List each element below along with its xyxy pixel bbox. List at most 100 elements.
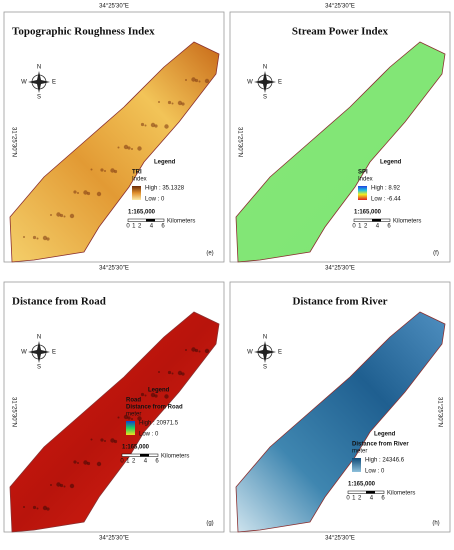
panel-title: Stream Power Index — [292, 26, 389, 38]
texture-speck — [69, 213, 75, 219]
texture-speck — [191, 77, 196, 82]
scalebar-unit: Kilometers — [161, 454, 189, 460]
texture-speck — [140, 122, 145, 127]
texture-speck — [96, 191, 102, 197]
texture-speck — [59, 213, 64, 218]
coord-side: 31°25'30"N — [436, 397, 442, 427]
legend-title: Legend — [154, 160, 176, 166]
texture-speck — [131, 418, 133, 420]
legend-swatch — [358, 186, 367, 200]
texture-speck — [83, 190, 88, 195]
texture-speck — [123, 414, 129, 420]
scalebar-tick: 4 — [144, 459, 148, 465]
texture-speck — [42, 505, 48, 511]
texture-speck — [42, 235, 48, 241]
texture-speck — [167, 100, 172, 105]
legend-title: Legend — [374, 432, 396, 438]
texture-speck — [204, 78, 210, 84]
scalebar-tick: 4 — [370, 496, 374, 502]
map-scale: 1:165,000 — [128, 210, 156, 216]
map-area — [235, 311, 446, 533]
texture-speck — [150, 392, 156, 398]
texture-speck — [127, 146, 131, 150]
texture-speck — [154, 394, 158, 398]
texture-speck — [86, 461, 91, 466]
texture-speck — [185, 79, 187, 81]
map-scale: 1:165,000 — [354, 210, 382, 216]
map-panel: Distance from RoadNSEWLegendRoadDistance… — [3, 281, 225, 542]
coord-side: 31°25'30"N — [10, 127, 16, 157]
texture-speck — [46, 507, 50, 511]
texture-speck — [50, 214, 52, 216]
scalebar-tick: 4 — [150, 224, 154, 230]
texture-speck — [181, 372, 185, 376]
scalebar-fill — [372, 219, 381, 222]
texture-speck — [83, 460, 88, 465]
texture-speck — [104, 440, 106, 442]
compass-w: W — [21, 350, 27, 356]
texture-speck — [117, 146, 120, 149]
panel-letter: (f) — [433, 251, 439, 257]
legend-line: meter — [352, 449, 367, 455]
texture-speck — [204, 348, 210, 354]
map-area — [235, 41, 446, 263]
texture-speck — [90, 438, 93, 441]
texture-speck — [123, 144, 129, 150]
texture-speck — [158, 101, 160, 103]
scalebar-tick: 1 — [358, 224, 362, 230]
coord-bottom: 34°25'30"E — [325, 266, 355, 272]
legend-line: meter — [126, 412, 141, 418]
scalebar-tick: 2 — [358, 496, 362, 502]
texture-speck — [63, 485, 66, 488]
texture-speck — [177, 100, 183, 106]
texture-speck — [110, 168, 115, 173]
compass-e: E — [52, 80, 56, 86]
legend-line: SPI — [358, 170, 368, 176]
compass-star — [28, 341, 50, 363]
map-scale: 1:165,000 — [348, 482, 376, 488]
legend-swatch — [132, 186, 141, 200]
texture-speck — [194, 348, 199, 353]
texture-speck — [164, 124, 169, 129]
scalebar-tick: 1 — [126, 459, 130, 465]
texture-speck — [63, 215, 66, 218]
texture-speck — [198, 350, 201, 353]
texture-speck — [127, 416, 131, 420]
scalebar-unit: Kilometers — [387, 491, 415, 497]
legend-line: Index — [358, 177, 373, 183]
legend-low: Low : 0 — [145, 197, 165, 203]
compass-n: N — [263, 335, 267, 341]
legend-title: Legend — [148, 388, 170, 394]
compass-star — [254, 341, 276, 363]
texture-speck — [198, 80, 201, 83]
panel-title: Topographic Roughness Index — [12, 26, 155, 38]
texture-speck — [46, 237, 50, 241]
panel-letter: (e) — [206, 251, 213, 257]
texture-speck — [167, 370, 172, 375]
compass-n: N — [37, 65, 41, 71]
texture-speck — [113, 169, 118, 174]
texture-speck — [137, 146, 142, 151]
texture-speck — [137, 416, 142, 421]
panel-title: Distance from Road — [12, 296, 106, 308]
texture-speck — [32, 235, 37, 240]
scalebar-tick: 6 — [381, 496, 385, 502]
texture-speck — [171, 102, 174, 105]
scalebar-tick: 0 — [126, 224, 130, 230]
texture-speck — [131, 148, 133, 150]
scalebar-fill — [146, 219, 155, 222]
texture-speck — [90, 168, 93, 171]
scalebar-tick: 0 — [120, 459, 124, 465]
compass-e: E — [52, 350, 56, 356]
scalebar-tick: 1 — [352, 496, 356, 502]
texture-speck — [100, 438, 104, 442]
texture-speck — [185, 349, 187, 351]
map-panel: Distance from River N S E W Legend Distance fr… — [229, 281, 451, 542]
coord-top: 34°25'30"E — [99, 4, 129, 10]
scalebar-tick: 2 — [138, 224, 142, 230]
compass-w: W — [21, 80, 27, 86]
compass-s: S — [263, 95, 267, 101]
legend-line: Distance from River — [352, 442, 409, 448]
texture-speck — [158, 371, 160, 373]
